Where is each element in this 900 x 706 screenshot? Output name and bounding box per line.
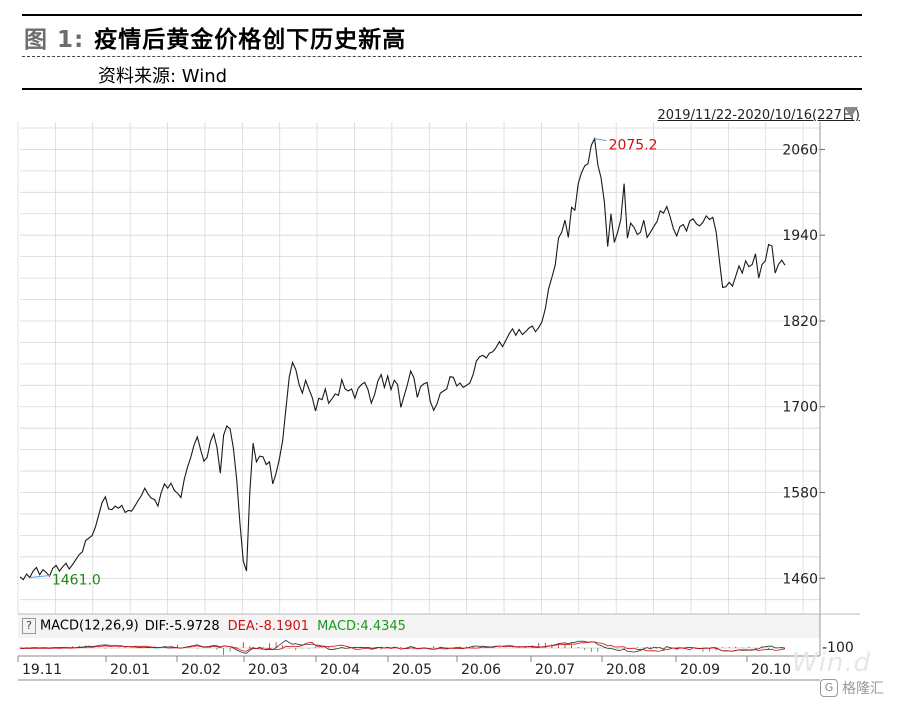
annotation-pointer [594,138,607,142]
x-tick-label: 20.09 [680,662,720,678]
x-tick-label: 20.08 [606,662,646,678]
x-tick-label: 20.02 [181,662,221,678]
y-tick-label: 1940 [782,228,818,244]
top-rule [22,14,862,16]
dea-line [19,641,786,652]
x-tick-label: 20.03 [248,662,288,678]
y-tick-label: 1700 [782,400,818,416]
x-tick-label: 19.11 [22,662,62,678]
gelonghui-watermark: 格隆汇 [842,681,884,697]
x-axis: 19.11 20.01 20.02 20.03 20.04 20.05 20.06 20.07… [17,655,820,681]
range-dropdown-icon[interactable] [844,107,858,117]
low-label: 1461.0 [52,573,101,589]
chart-annotations: 2075.2 1461.0 [29,138,658,589]
price-series [19,136,786,581]
x-tick-label: 20.04 [320,662,360,678]
macd-value: MACD:4.4345 [317,618,406,634]
y-tick-label: 1460 [782,571,818,587]
x-tick-label: 20.01 [110,662,150,678]
macd-panel: -100 [18,613,860,656]
wind-watermark: Win.d [792,648,872,678]
y-tick-label: 1580 [782,486,818,502]
help-icon[interactable]: ? [22,618,36,634]
dif-line [19,639,786,654]
gold-price-line [19,136,786,581]
x-tick-label: 20.07 [535,662,575,678]
figure-title: 图 1: 疫情后黄金价格创下历史新高 [24,20,406,54]
dashed-rule [22,56,862,57]
gelonghui-logo-icon: G [820,679,838,697]
high-label: 2075.2 [609,138,658,154]
figure-label: 图 1: [24,27,85,53]
figure-source: 资料来源: Wind [98,66,228,87]
macd-axis-label: -100 [822,640,854,656]
y-tick-label: 2060 [782,142,818,158]
figure-title-text: 疫情后黄金价格创下历史新高 [94,27,407,53]
macd-legend: ? MACD(12,26,9) DIF:-5.9728 DEA:-8.1901 MACD… [22,618,406,634]
x-tick-label: 20.05 [392,662,432,678]
x-tick-label: 20.06 [461,662,501,678]
macd-header-bg [18,614,820,638]
date-range-selector[interactable]: 2019/11/22-2020/10/16(227日) [657,108,860,123]
dea-value: DEA:-8.1901 [227,618,310,634]
macd-params: MACD(12,26,9) [40,618,139,634]
mid-rule [22,88,862,90]
annotation-pointer [29,575,50,579]
y-axis: 1460 1580 1700 1820 1940 2060 [782,122,825,614]
y-tick-label: 1820 [782,314,818,330]
x-tick-label: 20.10 [751,662,791,678]
dif-value: DIF:-5.9728 [144,618,220,634]
chart-grid [17,122,820,614]
